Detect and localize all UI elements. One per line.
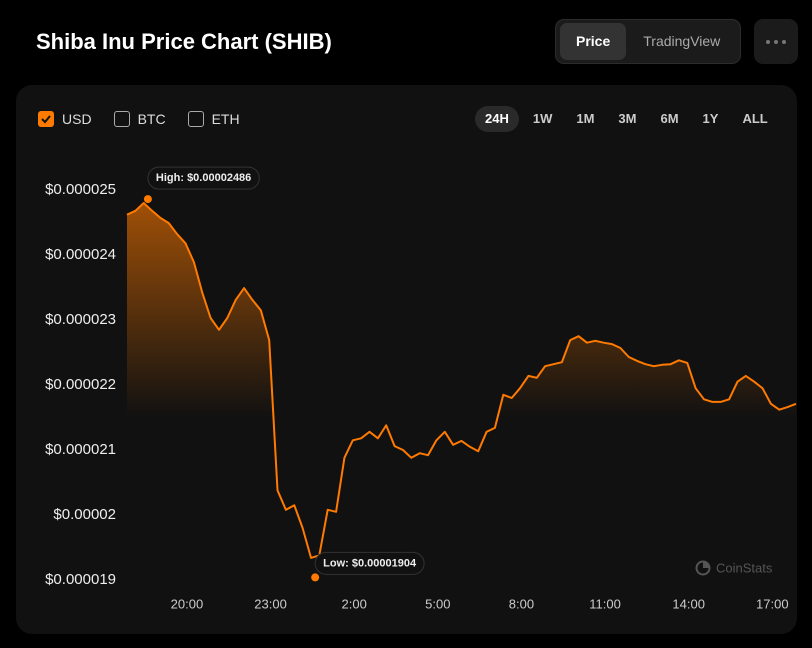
watermark: CoinStats [716,560,773,575]
price-area [127,203,796,593]
x-tick-label: 5:00 [425,596,450,611]
range-button[interactable]: 1M [576,111,595,126]
currency-toggles: USD BTC ETH [38,111,240,127]
page-title: Shiba Inu Price Chart (SHIB) [36,29,332,54]
annotation-dot [143,195,152,204]
x-tick-label: 23:00 [254,596,287,611]
checkbox[interactable] [113,111,130,127]
currency-label: USD [62,111,92,127]
price-line [126,202,797,559]
currency-label: BTC [137,111,166,127]
x-tick-label: 14:00 [672,596,705,611]
range-button[interactable]: 6M [660,111,679,126]
range-buttons: 24H 1W 1M 3M 6M 1Y ALL [475,106,778,132]
annotation-dot [311,573,320,582]
annotation: High: $0.00002486 [147,166,260,190]
x-tick-label: 8:00 [509,596,534,611]
checkbox[interactable] [187,111,204,127]
x-tick-label: 2:00 [342,596,367,611]
range-button[interactable]: 24H [475,106,519,132]
range-button[interactable]: ALL [742,111,768,126]
annotation-label: High: $0.00002486 [156,172,251,184]
annotation-box [314,551,425,575]
x-tick-label: 17:00 [756,596,789,611]
currency-toggle[interactable]: USD [38,111,92,127]
range-button[interactable]: 1Y [702,111,719,126]
x-tick-label: 11:00 [589,596,621,611]
y-tick-label: $0.000022 [45,376,116,393]
more-button[interactable] [754,19,798,64]
view-tab[interactable]: TradingView [643,33,721,49]
x-tick-label: 20:00 [171,596,204,611]
y-tick-label: $0.00002 [53,506,116,523]
annotation: Low: $0.00001904 [314,551,425,575]
annotation-box [147,166,260,190]
annotation-label: Low: $0.00001904 [323,557,417,569]
currency-label: ETH [211,111,240,127]
y-tick-label: $0.000021 [45,441,116,458]
range-button[interactable]: 1W [532,111,553,126]
view-tabs: Price TradingView [555,19,741,64]
range-button[interactable]: 3M [618,111,637,126]
y-tick-label: $0.000019 [45,571,116,588]
y-tick-label: $0.000025 [45,181,116,198]
currency-toggle[interactable]: ETH [187,111,240,127]
view-tab[interactable]: Price [560,23,627,60]
watermark-icon-slice [703,561,710,568]
y-tick-label: $0.000024 [45,246,116,263]
currency-toggle[interactable]: BTC [113,111,166,127]
y-tick-label: $0.000023 [45,311,116,328]
checkbox[interactable] [38,111,54,127]
check-icon [41,115,51,124]
